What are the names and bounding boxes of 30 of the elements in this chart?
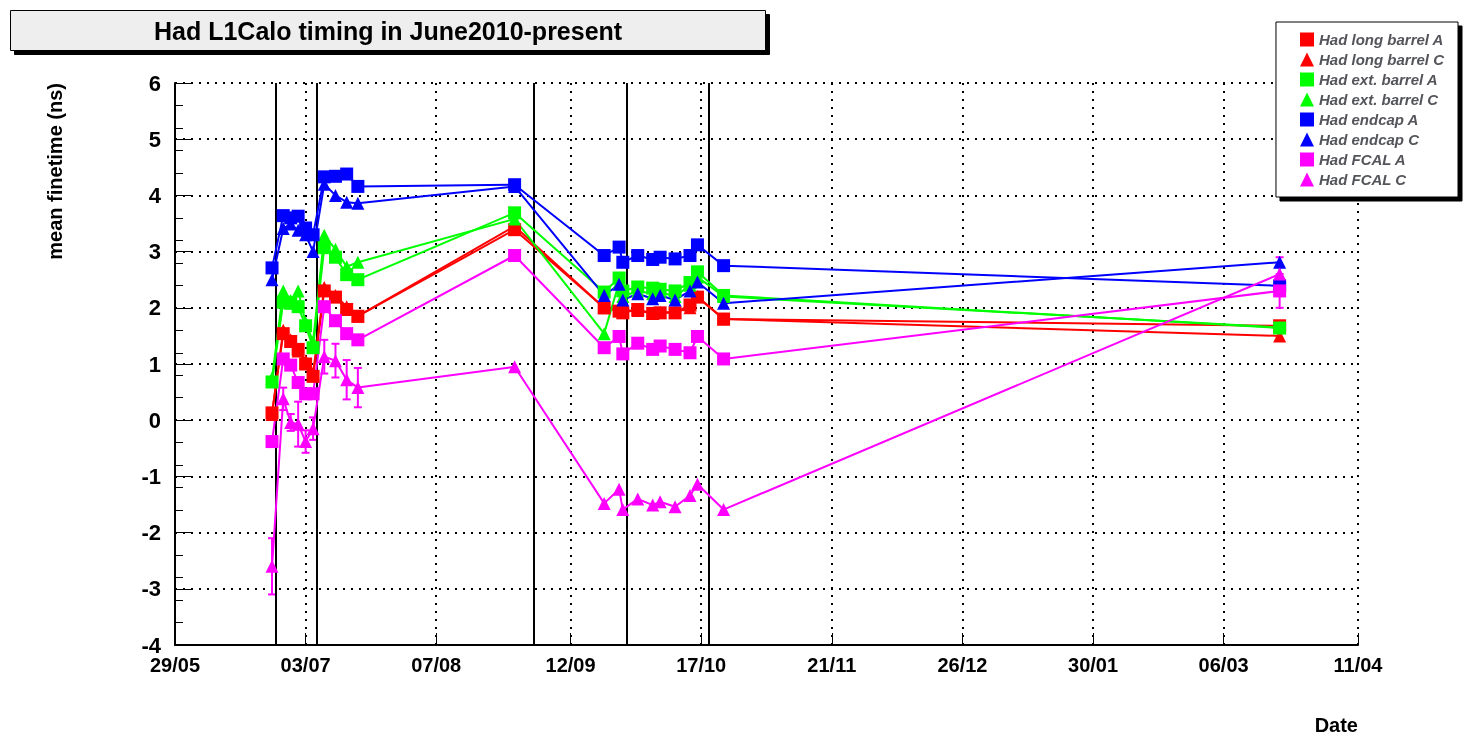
x-tick-label: 07/08 xyxy=(411,654,462,676)
y-axis-title: mean finetime (ns) xyxy=(44,83,66,260)
legend-label: Had FCAL C xyxy=(1318,171,1408,188)
x-tick-label: 06/03 xyxy=(1198,654,1249,676)
legend-label: Had endcap A xyxy=(1318,111,1419,128)
y-tick-label: -1 xyxy=(141,463,161,489)
y-tick-label: -2 xyxy=(141,520,161,546)
y-tick-label: 2 xyxy=(148,295,161,321)
x-tick-label: 30/01 xyxy=(1068,654,1119,676)
y-tick-label: 1 xyxy=(148,351,161,377)
y-tick-label: -3 xyxy=(141,576,161,602)
x-tick-label: 17/10 xyxy=(676,654,727,676)
legend-label: Had ext. barrel C xyxy=(1318,91,1440,108)
y-tick-label: 6 xyxy=(148,70,161,96)
y-tick-label: 0 xyxy=(148,407,161,433)
y-tick-label: 5 xyxy=(148,126,161,152)
y-tick-label: 3 xyxy=(148,239,161,265)
x-tick-label: 11/04 xyxy=(1333,654,1384,676)
legend-label: Had FCAL A xyxy=(1318,151,1406,168)
legend-label: Had endcap C xyxy=(1318,131,1421,148)
x-tick-label: 03/07 xyxy=(280,654,331,676)
x-tick-label: 21/11 xyxy=(807,654,857,676)
chart-title: Had L1Calo timing in June2010-present xyxy=(154,16,623,45)
x-tick-label: 26/12 xyxy=(937,654,988,676)
y-tick-label: 4 xyxy=(148,182,162,208)
x-tick-label: 12/09 xyxy=(545,654,596,676)
legend-label: Had long barrel A xyxy=(1318,31,1444,48)
x-axis-title: Date xyxy=(1314,714,1358,735)
legend-label: Had long barrel C xyxy=(1318,51,1446,68)
legend-label: Had ext. barrel A xyxy=(1318,71,1438,88)
